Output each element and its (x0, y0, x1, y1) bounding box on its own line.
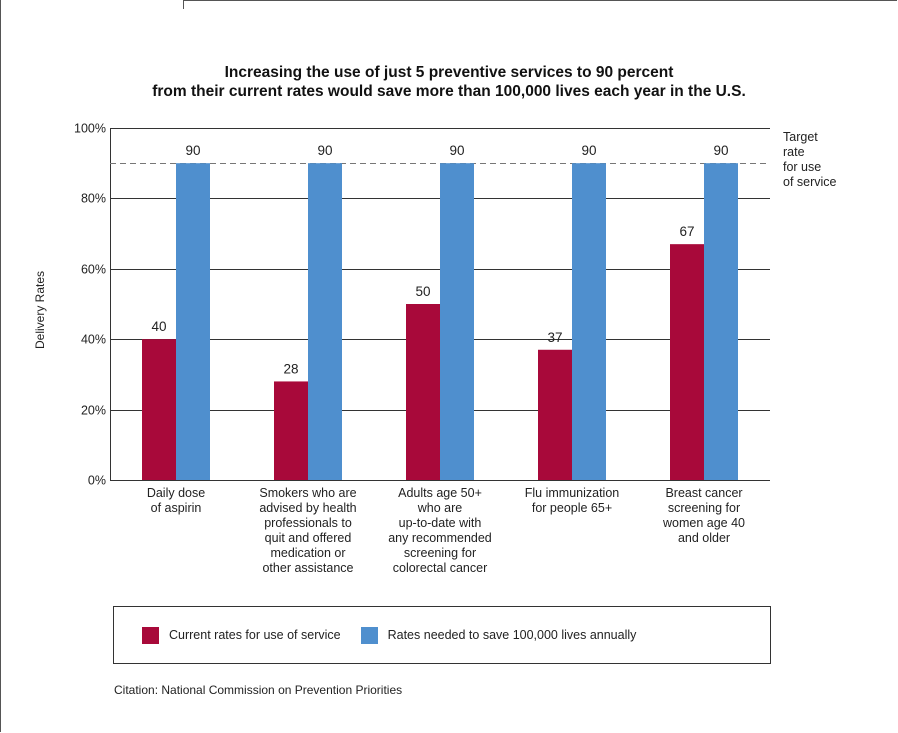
citation: Citation: National Commission on Prevent… (114, 683, 403, 697)
x-category-label-line: women age 40 (662, 516, 745, 530)
x-category-label-line: Flu immunization (524, 486, 620, 500)
x-category-label-line: medication or (270, 546, 346, 560)
target-rate-note: Target rate for use of service (783, 130, 837, 190)
bar-value-label: 28 (283, 361, 298, 376)
y-tick-label: 20% (81, 404, 106, 418)
legend-label-current: Current rates for use of service (169, 628, 341, 642)
bar (704, 163, 738, 480)
x-category-label: Flu immunization for people 65+ (497, 486, 647, 516)
bar (176, 163, 210, 480)
bar (308, 163, 342, 480)
x-category-label-line: of aspirin (150, 501, 202, 515)
y-tick-label: 100% (74, 122, 106, 136)
bar-value-label: 90 (185, 143, 200, 158)
x-category-label-line: colorectal cancer (392, 561, 488, 575)
bar (538, 349, 572, 480)
x-category-label-line: screening for (667, 501, 741, 515)
x-category-label-line: Breast cancer (665, 486, 743, 500)
x-category-label-line: Daily dose (146, 486, 206, 500)
bar (142, 339, 176, 480)
bar (670, 244, 704, 480)
x-category-label-line: quit and offered (264, 531, 352, 545)
x-category-label-line: advised by health (259, 501, 357, 515)
bar-value-label: 40 (151, 319, 166, 334)
bar-value-label: 90 (581, 143, 596, 158)
y-tick-label: 60% (81, 263, 106, 277)
x-category-label-line: Smokers who are (259, 486, 357, 500)
x-category-label: Smokers who are advised by health professi… (233, 486, 383, 576)
bar (406, 304, 440, 480)
x-category-label-line: who are (417, 501, 463, 515)
x-category-label-line: for people 65+ (531, 501, 613, 515)
target-note-line: rate (783, 145, 805, 159)
x-category-label: Daily dose of aspirin (101, 486, 251, 516)
x-category-label-line: professionals to (264, 516, 352, 530)
chart-title: Increasing the use of just 5 preventive … (0, 63, 898, 101)
x-category-label-line: up-to-date with (398, 516, 482, 530)
legend-swatch-current (142, 626, 159, 644)
bar (572, 163, 606, 480)
bar-value-label: 37 (547, 330, 562, 345)
x-category-label-line: any recommended (388, 531, 492, 545)
legend-swatch-needed (360, 626, 378, 644)
chart-title-line-1: Increasing the use of just 5 preventive … (224, 64, 674, 81)
bar-value-label: 50 (415, 284, 430, 299)
chart-title-line-2: from their current rates would save more… (152, 83, 746, 100)
y-tick-label: 80% (81, 192, 106, 206)
target-note-line: Target (783, 130, 818, 144)
bar (274, 381, 308, 480)
x-category-label-line: other assistance (262, 561, 354, 575)
bar-value-label: 90 (713, 143, 728, 158)
x-category-label-line: Adults age 50+ (398, 486, 482, 500)
y-tick-label: 40% (81, 333, 106, 347)
bar-value-label: 90 (449, 143, 464, 158)
x-category-label: Breast cancer screening for women age 40 an… (629, 486, 779, 546)
legend-label-needed: Rates needed to save 100,000 lives annua… (387, 628, 637, 642)
legend-item-current: Current rates for use of service (142, 626, 341, 644)
x-category-label-line: and older (677, 531, 731, 545)
legend: Current rates for use of service Rates n… (113, 606, 771, 664)
bar-value-label: 67 (679, 224, 694, 239)
bar (440, 163, 474, 480)
bar-value-label: 90 (317, 143, 332, 158)
x-category-label: Adults age 50+ who are up-to-date with any … (365, 486, 515, 576)
target-note-line: of service (783, 175, 837, 189)
x-category-label-line: screening for (403, 546, 477, 560)
target-note-line: for use (783, 160, 822, 174)
y-tick-label: 0% (88, 474, 106, 488)
legend-item-needed: Rates needed to save 100,000 lives annua… (360, 626, 637, 644)
